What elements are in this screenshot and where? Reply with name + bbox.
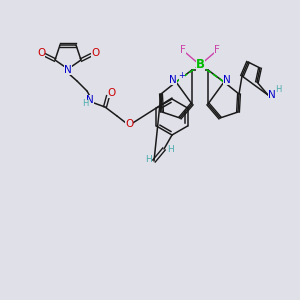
Text: H: H: [275, 85, 281, 94]
Text: N: N: [86, 95, 94, 105]
Text: F: F: [214, 45, 220, 55]
Text: O: O: [91, 48, 99, 58]
Text: N: N: [223, 75, 231, 85]
Text: H: H: [167, 146, 173, 154]
Text: N: N: [268, 90, 276, 100]
Text: N: N: [169, 75, 177, 85]
Text: O: O: [37, 48, 45, 58]
Text: O: O: [125, 119, 133, 129]
Text: N: N: [64, 65, 72, 75]
Text: F: F: [180, 45, 186, 55]
Text: O: O: [108, 88, 116, 98]
Text: +: +: [178, 71, 185, 80]
Text: H: H: [146, 154, 152, 164]
Text: B: B: [196, 58, 205, 71]
Text: H: H: [82, 100, 88, 109]
